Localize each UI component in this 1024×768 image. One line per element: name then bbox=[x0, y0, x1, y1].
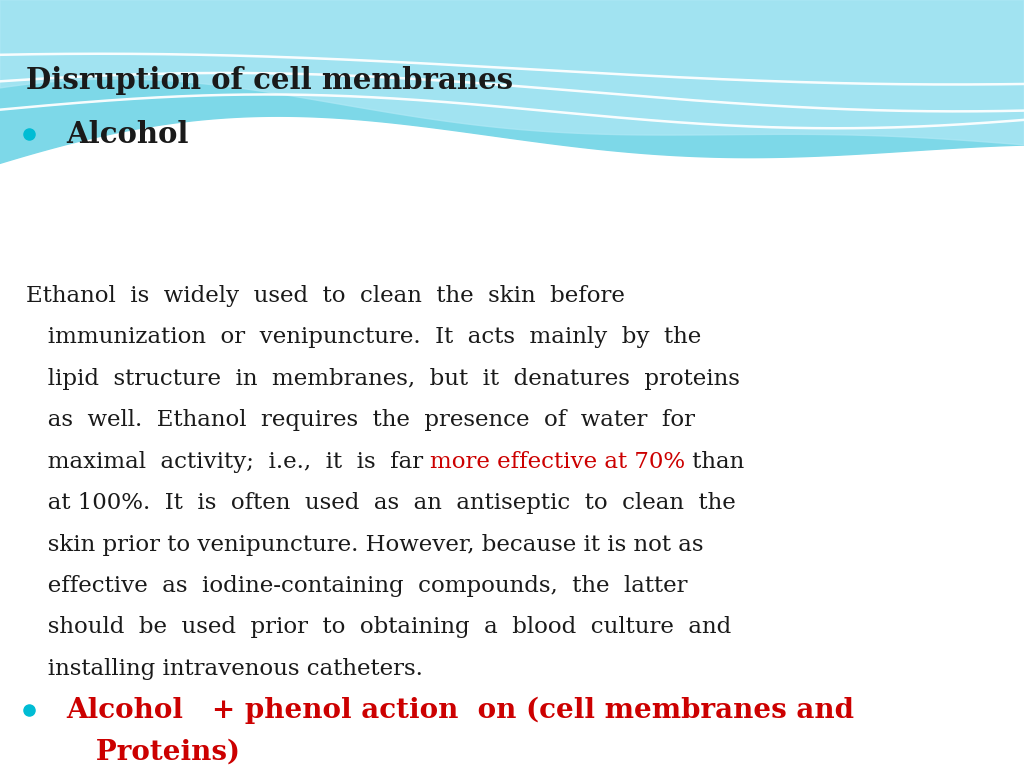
Text: effective  as  iodine-containing  compounds,  the  latter: effective as iodine-containing compounds… bbox=[26, 575, 687, 597]
Text: Ethanol  is  widely  used  to  clean  the  skin  before: Ethanol is widely used to clean the skin… bbox=[26, 285, 625, 306]
Text: Alcohol   + phenol action  on (cell membranes and: Alcohol + phenol action on (cell membran… bbox=[67, 697, 855, 724]
Text: should  be  used  prior  to  obtaining  a  blood  culture  and: should be used prior to obtaining a bloo… bbox=[26, 617, 731, 638]
Text: Alcohol: Alcohol bbox=[67, 120, 189, 149]
Text: immunization  or  venipuncture.  It  acts  mainly  by  the: immunization or venipuncture. It acts ma… bbox=[26, 326, 700, 348]
Text: lipid  structure  in  membranes,  but  it  denatures  proteins: lipid structure in membranes, but it den… bbox=[26, 368, 739, 389]
Text: maximal  activity;  i.e.,  it  is  far: maximal activity; i.e., it is far bbox=[26, 451, 430, 472]
Text: skin prior to venipuncture. However, because it is not as: skin prior to venipuncture. However, bec… bbox=[26, 534, 703, 555]
Text: than: than bbox=[685, 451, 744, 472]
Text: more effective at 70%: more effective at 70% bbox=[430, 451, 685, 472]
Text: Disruption of cell membranes: Disruption of cell membranes bbox=[26, 66, 513, 95]
Text: at 100%.  It  is  often  used  as  an  antiseptic  to  clean  the: at 100%. It is often used as an antisept… bbox=[26, 492, 735, 514]
Text: Proteins): Proteins) bbox=[67, 738, 240, 766]
Text: as  well.  Ethanol  requires  the  presence  of  water  for: as well. Ethanol requires the presence o… bbox=[26, 409, 694, 431]
Text: installing intravenous catheters.: installing intravenous catheters. bbox=[26, 658, 423, 680]
